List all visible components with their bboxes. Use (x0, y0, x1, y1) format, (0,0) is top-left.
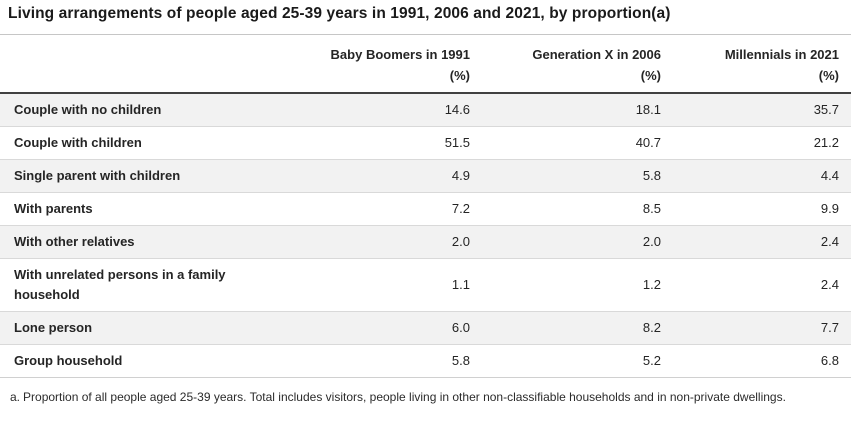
value-2021: 21.2 (813, 135, 839, 150)
living-arrangements-table: Baby Boomers in 1991 (%) Generation X in… (0, 35, 851, 378)
value-2006: 18.1 (635, 102, 661, 117)
value-2006: 5.2 (642, 353, 661, 368)
value-1991: 4.9 (451, 168, 470, 183)
footnote: a. Proportion of all people aged 25-39 ye… (0, 378, 851, 407)
column-header-baby-boomers: Baby Boomers in 1991 (%) (290, 35, 482, 94)
row-label: Couple with children (14, 135, 142, 150)
column-header-unit: (%) (818, 68, 839, 83)
table-row: Couple with no children 14.6 18.1 35.7 (0, 93, 851, 127)
column-header-unit: (%) (449, 68, 470, 83)
column-header-label: Generation X in 2006 (532, 47, 661, 62)
value-2006: 40.7 (635, 135, 661, 150)
value-2021: 2.4 (820, 277, 839, 292)
footnote-marker: a. (10, 390, 21, 404)
table-row: With parents 7.2 8.5 9.9 (0, 192, 851, 226)
value-1991: 51.5 (444, 135, 470, 150)
row-label: Single parent with children (14, 168, 181, 183)
title-divider (0, 34, 851, 35)
column-header-label: Millennials in 2021 (724, 47, 839, 62)
value-2021: 2.4 (820, 234, 839, 249)
row-label: Group household (14, 353, 123, 368)
value-2006: 5.8 (642, 168, 661, 183)
row-label: With parents (14, 201, 93, 216)
value-1991: 5.8 (451, 353, 470, 368)
value-1991: 2.0 (451, 234, 470, 249)
header-empty-cell (0, 35, 290, 94)
table-row: Lone person 6.0 8.2 7.7 (0, 311, 851, 345)
column-header-generation-x: Generation X in 2006 (%) (482, 35, 673, 94)
table-header: Baby Boomers in 1991 (%) Generation X in… (0, 35, 851, 94)
header-row: Baby Boomers in 1991 (%) Generation X in… (0, 35, 851, 94)
value-2021: 7.7 (820, 320, 839, 335)
table-row: Single parent with children 4.9 5.8 4.4 (0, 159, 851, 193)
value-2021: 9.9 (820, 201, 839, 216)
table-row: Couple with children 51.5 40.7 21.2 (0, 126, 851, 160)
row-label: With unrelated persons in a family house… (14, 267, 226, 302)
row-label: With other relatives (14, 234, 135, 249)
table-row: With other relatives 2.0 2.0 2.4 (0, 225, 851, 259)
value-2006: 2.0 (642, 234, 661, 249)
value-1991: 7.2 (451, 201, 470, 216)
value-2006: 8.5 (642, 201, 661, 216)
page-title: Living arrangements of people aged 25-39… (8, 5, 671, 22)
value-1991: 1.1 (451, 277, 470, 292)
value-2021: 35.7 (813, 102, 839, 117)
row-label: Lone person (14, 320, 93, 335)
value-2021: 6.8 (820, 353, 839, 368)
table-row: Group household 5.8 5.2 6.8 (0, 344, 851, 378)
value-2006: 8.2 (642, 320, 661, 335)
value-1991: 6.0 (451, 320, 470, 335)
value-2021: 4.4 (820, 168, 839, 183)
column-header-millennials: Millennials in 2021 (%) (673, 35, 851, 94)
footnote-text: Proportion of all people aged 25-39 year… (23, 390, 786, 404)
value-1991: 14.6 (444, 102, 470, 117)
value-2006: 1.2 (642, 277, 661, 292)
column-header-label: Baby Boomers in 1991 (330, 47, 470, 62)
table-body: Couple with no children 14.6 18.1 35.7 C… (0, 93, 851, 378)
row-label: Couple with no children (14, 102, 162, 117)
table-row: With unrelated persons in a family house… (0, 258, 851, 312)
column-header-unit: (%) (640, 68, 661, 83)
